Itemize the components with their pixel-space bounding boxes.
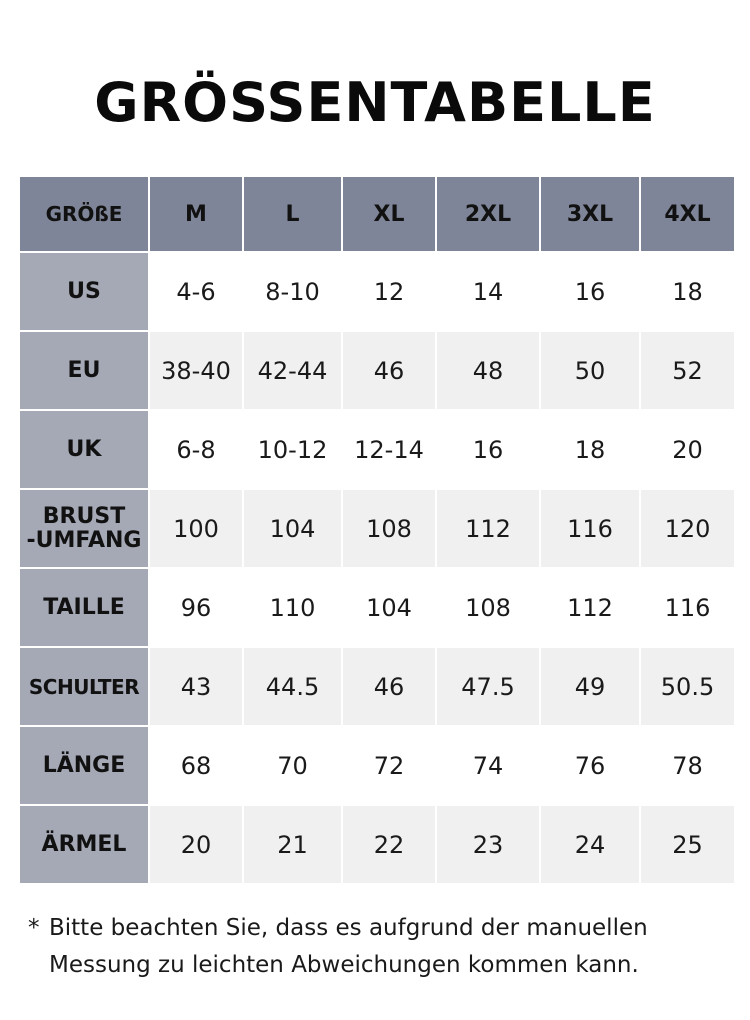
row-label-eu: EU	[18, 330, 150, 411]
table-cell: 47.5	[435, 646, 541, 727]
header-size-2xl: 2XL	[435, 175, 541, 253]
table-cell: 20	[148, 804, 244, 885]
row-label-schulter: SCHULTER	[18, 646, 150, 727]
table-cell: 48	[435, 330, 541, 411]
table-cell: 6-8	[148, 409, 244, 490]
table-row: TAILLE 96 110 104 108 112 116	[18, 567, 736, 648]
table-row: LÄNGE 68 70 72 74 76 78	[18, 725, 736, 806]
measurement-disclaimer: * Bitte beachten Sie, dass es aufgrund d…	[28, 910, 728, 984]
table-row: SCHULTER 43 44.5 46 47.5 49 50.5	[18, 646, 736, 727]
table-cell: 50	[539, 330, 641, 411]
table-row: UK 6-8 10-12 12-14 16 18 20	[18, 409, 736, 490]
table-cell: 108	[341, 488, 437, 569]
header-size-4xl: 4XL	[639, 175, 736, 253]
table-cell: 22	[341, 804, 437, 885]
header-size-3xl: 3XL	[539, 175, 641, 253]
table-cell: 8-10	[242, 251, 343, 332]
table-cell: 23	[435, 804, 541, 885]
table-cell: 10-12	[242, 409, 343, 490]
table-cell: 25	[639, 804, 736, 885]
table-cell: 38-40	[148, 330, 244, 411]
row-label-taille: TAILLE	[18, 567, 150, 648]
table-cell: 52	[639, 330, 736, 411]
table-cell: 12	[341, 251, 437, 332]
table-cell: 74	[435, 725, 541, 806]
page-title: GRÖSSENTABELLE	[94, 71, 656, 134]
table-cell: 49	[539, 646, 641, 727]
table-cell: 46	[341, 330, 437, 411]
table-cell: 110	[242, 567, 343, 648]
table-cell: 112	[539, 567, 641, 648]
row-label-aermel: ÄRMEL	[18, 804, 150, 885]
header-size-xl: XL	[341, 175, 437, 253]
table-row: EU 38-40 42-44 46 48 50 52	[18, 330, 736, 411]
table-cell: 104	[242, 488, 343, 569]
table-cell: 70	[242, 725, 343, 806]
header-size-m: M	[148, 175, 244, 253]
header-size-l: L	[242, 175, 343, 253]
size-chart-table: GRÖßE M L XL 2XL 3XL 4XL US 4-6 8-10 12 …	[18, 175, 736, 885]
table-cell: 120	[639, 488, 736, 569]
header-size-label: GRÖßE	[18, 175, 150, 253]
table-cell: 68	[148, 725, 244, 806]
table-cell: 14	[435, 251, 541, 332]
table-cell: 100	[148, 488, 244, 569]
table-row: US 4-6 8-10 12 14 16 18	[18, 251, 736, 332]
table-cell: 21	[242, 804, 343, 885]
table-cell: 4-6	[148, 251, 244, 332]
table-row: ÄRMEL 20 21 22 23 24 25	[18, 804, 736, 885]
table-cell: 12-14	[341, 409, 437, 490]
table-cell: 78	[639, 725, 736, 806]
table-cell: 20	[639, 409, 736, 490]
table-cell: 108	[435, 567, 541, 648]
row-label-line: -UMFANG	[26, 527, 142, 553]
table-cell: 46	[341, 646, 437, 727]
row-label-us: US	[18, 251, 150, 332]
table-cell: 50.5	[639, 646, 736, 727]
table-cell: 44.5	[242, 646, 343, 727]
table-cell: 43	[148, 646, 244, 727]
row-label-laenge: LÄNGE	[18, 725, 150, 806]
disclaimer-line: Messung zu leichten Abweichungen kommen …	[49, 952, 639, 978]
disclaimer-line: Bitte beachten Sie, dass es aufgrund der…	[49, 915, 648, 941]
table-row: BRUST -UMFANG 100 104 108 112 116 120	[18, 488, 736, 569]
table-cell: 18	[539, 409, 641, 490]
row-label-line: BRUST	[42, 503, 126, 529]
table-header-row: GRÖßE M L XL 2XL 3XL 4XL	[18, 175, 736, 253]
table-cell: 112	[435, 488, 541, 569]
table-cell: 116	[639, 567, 736, 648]
row-label-uk: UK	[18, 409, 150, 490]
table-cell: 116	[539, 488, 641, 569]
table-cell: 72	[341, 725, 437, 806]
row-label-brustumfang: BRUST -UMFANG	[18, 488, 150, 569]
table-cell: 24	[539, 804, 641, 885]
table-cell: 18	[639, 251, 736, 332]
table-cell: 104	[341, 567, 437, 648]
table-cell: 76	[539, 725, 641, 806]
asterisk-marker: *	[28, 915, 40, 941]
table-cell: 96	[148, 567, 244, 648]
table-cell: 42-44	[242, 330, 343, 411]
table-cell: 16	[435, 409, 541, 490]
table-cell: 16	[539, 251, 641, 332]
